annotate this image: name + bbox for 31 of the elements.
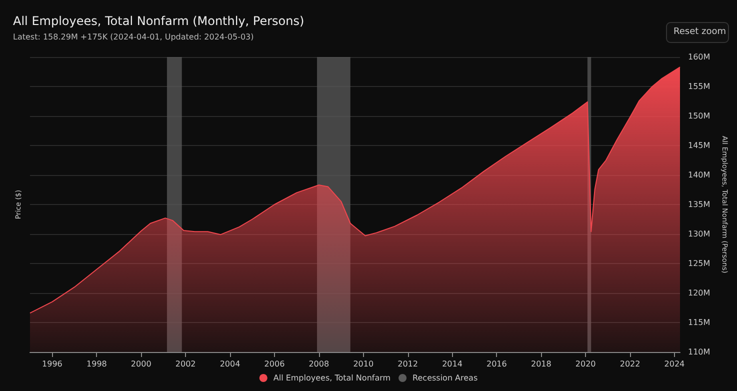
y2-tick-label: 110M — [688, 348, 710, 356]
y2-tick-label: 120M — [688, 288, 710, 298]
x-tick-label: 2004 — [220, 360, 240, 368]
text: Reset zoom — [674, 27, 726, 37]
y2-tick-label: 115M — [688, 318, 710, 327]
x-tick-label: 2006 — [264, 360, 285, 368]
x-tick-label: 2012 — [398, 360, 418, 368]
x-tick-label: 2008 — [308, 360, 330, 368]
x-tick-label: 1996 — [42, 360, 62, 368]
x-tick-label: 2022 — [620, 360, 640, 368]
x-tick-label: 1998 — [86, 360, 107, 368]
y2-tick-label: 125M — [688, 259, 710, 268]
y2-tick-label: 155M — [688, 82, 710, 91]
legend-label: All Employees, Total Nonfarm — [273, 374, 391, 382]
x-tick-label: 2000 — [130, 360, 152, 368]
y2-tick-label: 160M — [688, 52, 710, 62]
x-tick-label: 2016 — [486, 360, 507, 368]
x-tick-label: 2024 — [664, 360, 685, 368]
x-tick-label: 2020 — [575, 360, 596, 368]
legend-label: Recession Areas — [412, 374, 478, 382]
x-tick-label: 2010 — [353, 360, 374, 368]
chart-title: All Employees, Total Nonfarm (Monthly, Persons) — [13, 14, 304, 28]
y2-tick-label: 150M — [688, 112, 710, 120]
x-tick-label: 2014 — [442, 360, 462, 368]
x-tick-label: 2018 — [530, 360, 552, 368]
y2-tick-label: 145M — [688, 141, 710, 150]
y2-tick-label: 130M — [688, 230, 710, 238]
chart-subtitle: Latest: 158.29M +175K (2024-04-01, Updated: 2024-05-03) — [13, 32, 254, 42]
y2-tick-label: 135M — [688, 200, 710, 209]
x-tick-label: 2002 — [175, 360, 196, 368]
y2-tick-label: 140M — [688, 170, 710, 180]
